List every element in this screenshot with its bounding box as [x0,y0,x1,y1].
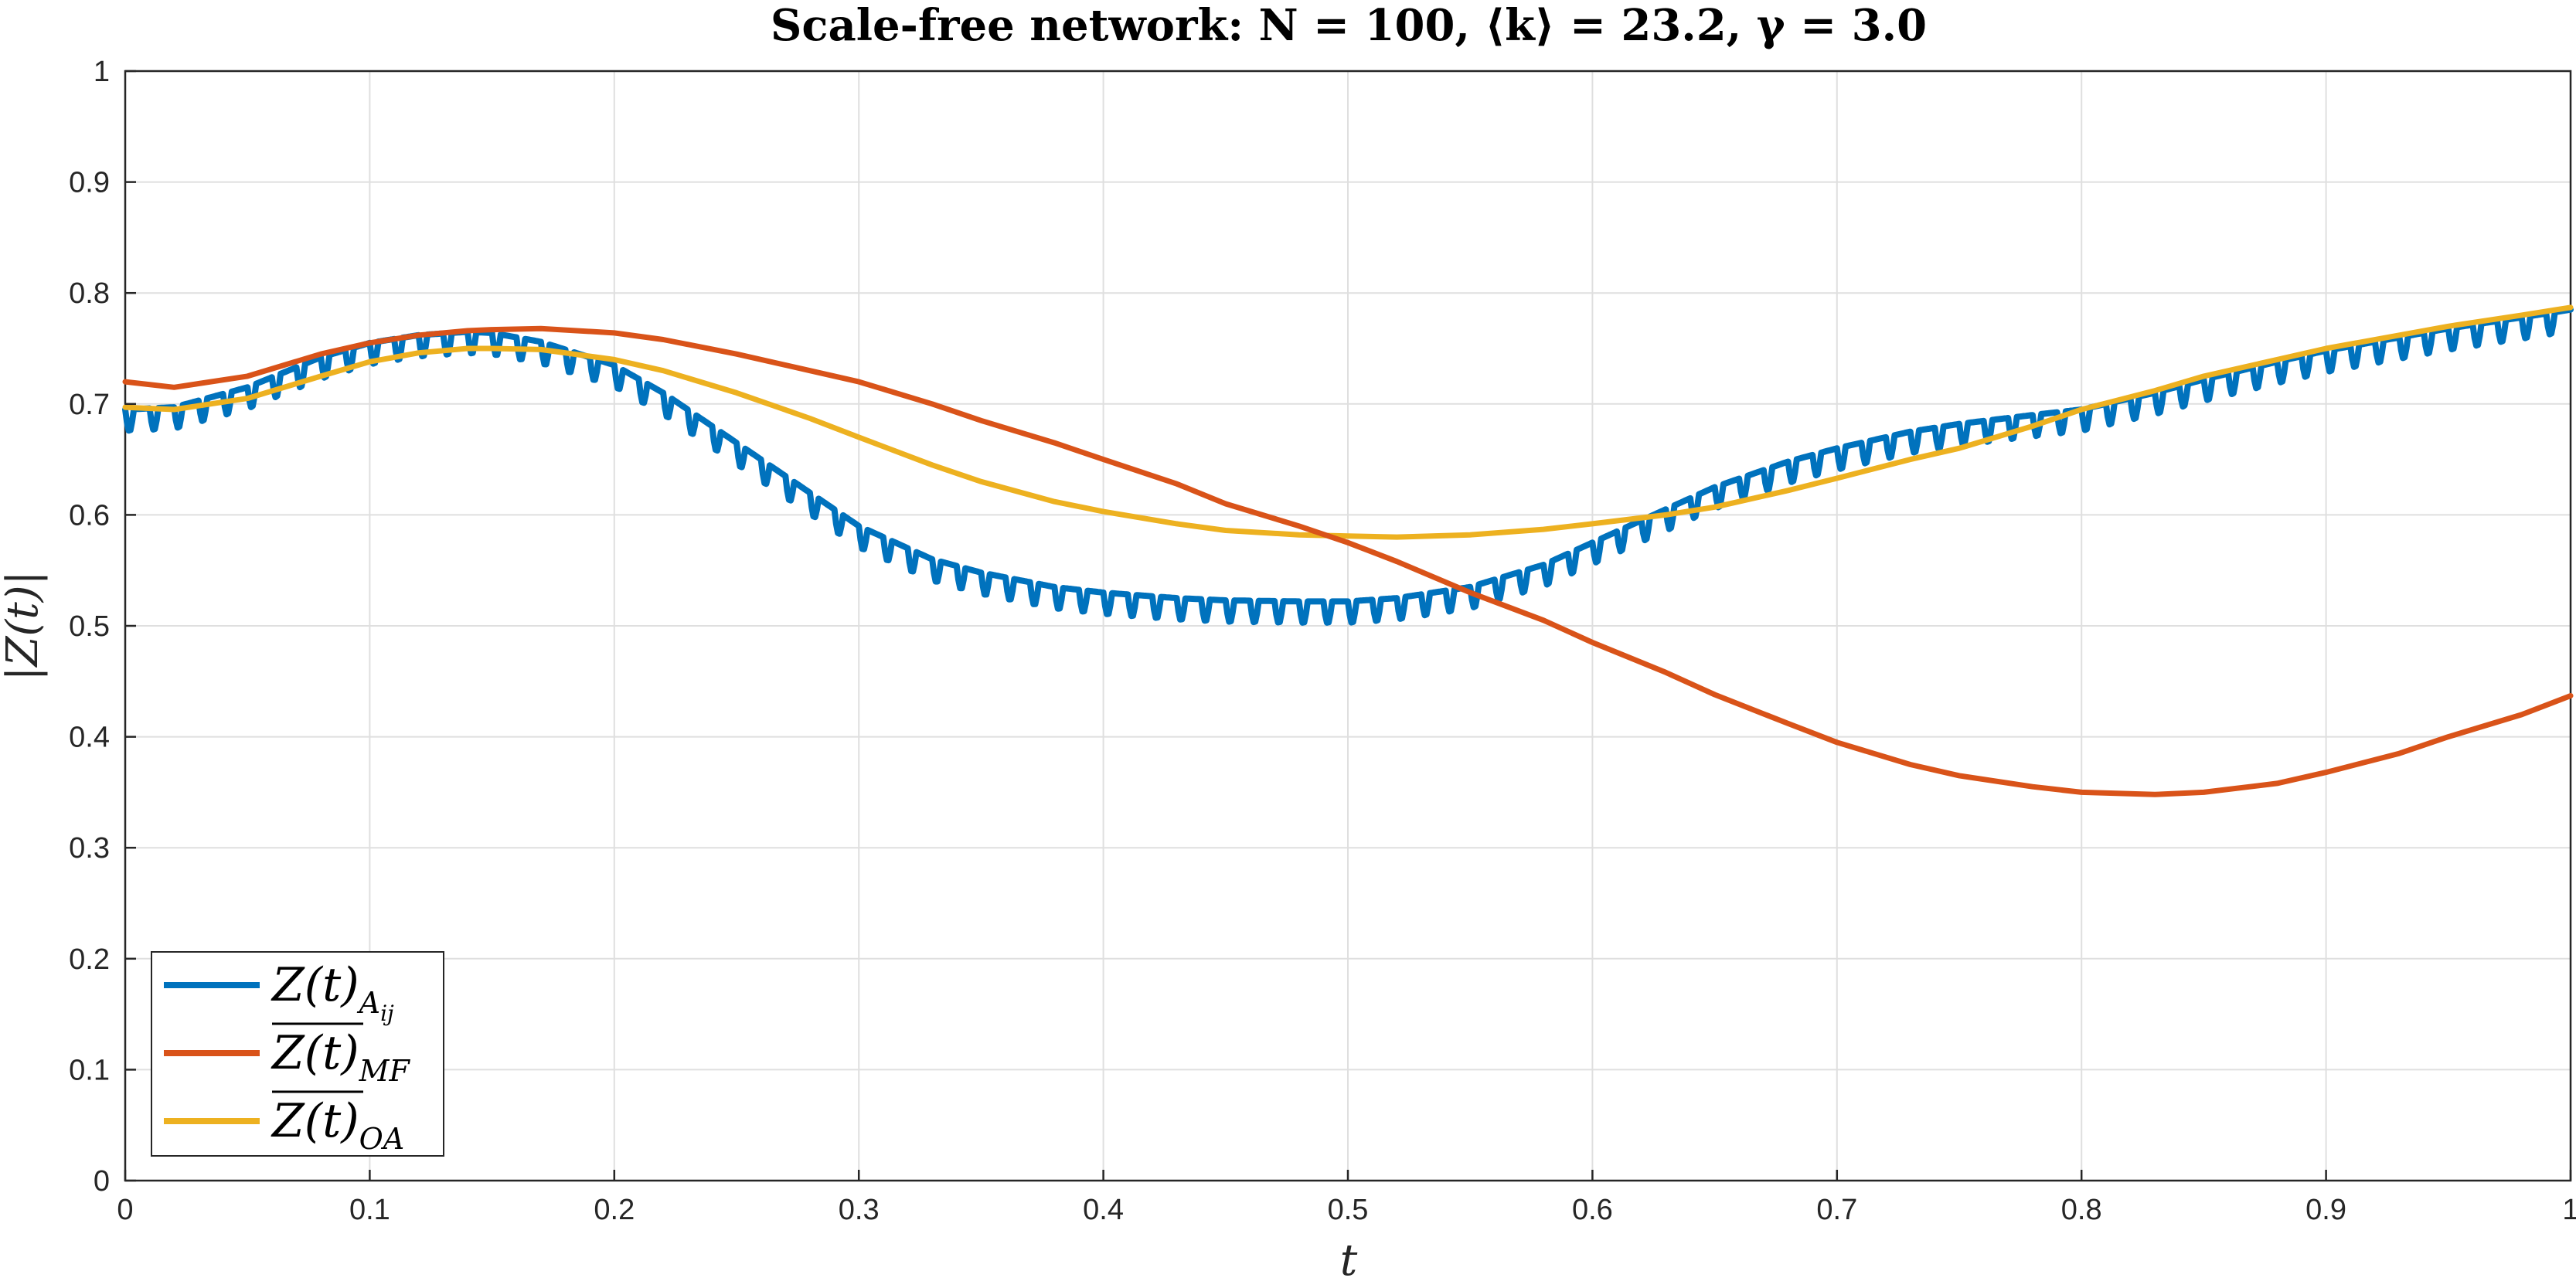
y-tick-label: 0.9 [69,167,110,199]
y-tick-label: 0.5 [69,610,110,643]
tick-labels: 0 0.1 0.2 0.3 0.4 0.5 0.6 0.7 0.8 0.9 1 0 0.1 0.2 0.3 0… [69,56,2576,1226]
series-line-0 [122,306,2574,626]
legend-label: Z(t)Aij [271,958,394,1026]
legend-entry: Z(t)OA [164,1090,404,1156]
y-tick-label: 0 [94,1165,110,1198]
y-tick-label: 0.4 [69,722,110,754]
x-tick-label: 0.7 [1816,1194,1857,1226]
x-tick-label: 0.8 [2061,1194,2102,1226]
x-tick-label: 0.3 [839,1194,880,1226]
legend-label: Z(t)OA [271,1094,404,1156]
legend-entry: Z(t)MF [164,1022,411,1088]
y-axis-label: |Z(t)| [0,571,48,681]
x-tick-label: 0.5 [1328,1194,1369,1226]
x-tick-label: 0.2 [594,1194,635,1226]
x-tick-label: 0.9 [2305,1194,2346,1226]
legend-label: Z(t)MF [271,1026,411,1088]
y-tick-label: 0.3 [69,832,110,865]
chart-title: Scale-free network: N = 100, ⟨k⟩ = 23.2,… [771,0,1927,51]
x-tick-label: 0.1 [349,1194,390,1226]
legend-entry: Z(t)Aij [164,958,394,1026]
y-tick-label: 1 [94,56,110,88]
y-tick-label: 0.6 [69,499,110,532]
x-tick-label: 0 [117,1194,133,1226]
x-tick-label: 0.4 [1083,1194,1124,1226]
x-axis-label: t [1340,1235,1358,1286]
series-layer [122,304,2574,797]
grid [125,71,2571,1181]
series-line-1 [122,325,2574,797]
x-tick-label: 1 [2562,1194,2576,1226]
y-tick-label: 0.2 [69,943,110,976]
y-tick-label: 0.8 [69,277,110,310]
y-tick-label: 0.1 [69,1054,110,1086]
y-tick-label: 0.7 [69,389,110,421]
x-tick-label: 0.6 [1572,1194,1613,1226]
